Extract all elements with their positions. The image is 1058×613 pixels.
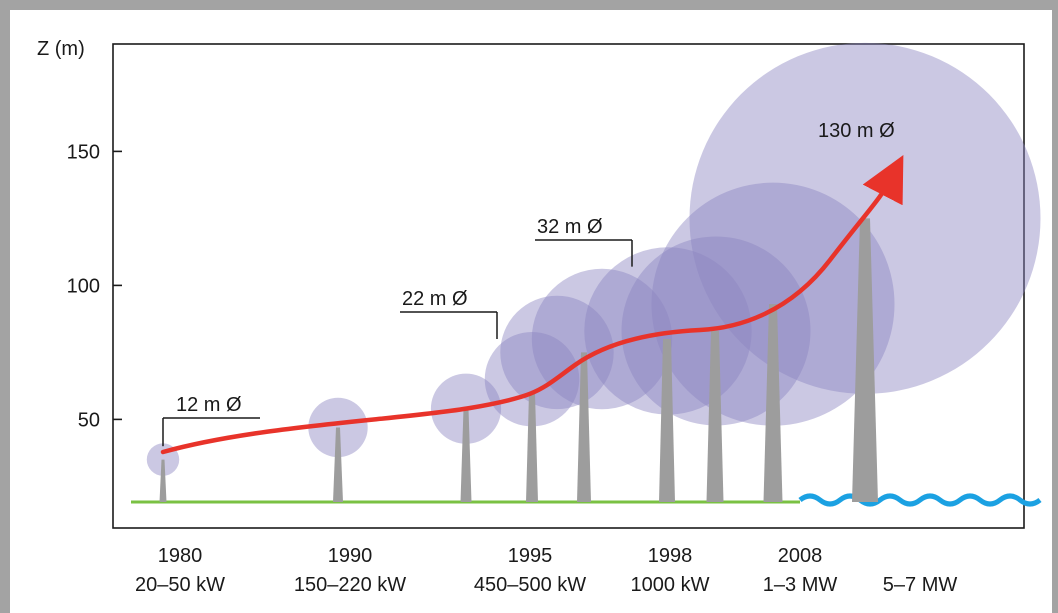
y-tick-label: 50 [78,409,100,431]
annotation-label: 22 m Ø [402,288,468,310]
annotation-label: 32 m Ø [537,216,603,238]
y-axis-label: Z (m) [37,38,85,60]
x-tick-power: 1000 kW [631,574,710,596]
x-tick-power: 450–500 kW [474,574,586,596]
y-tick-label: 100 [67,275,100,297]
x-tick-year: 1995 [508,545,553,567]
x-tick-year: 1980 [158,545,203,567]
y-tick-label: 150 [67,141,100,163]
rotor-circles [147,43,1041,476]
x-tick-year: 2008 [778,545,823,567]
x-tick-year: 1990 [328,545,373,567]
x-tick-power: 1–3 MW [763,574,838,596]
annotation-label: 12 m Ø [176,394,242,416]
plot-area: 50 100 150 12 m Ø 22 m Ø 32 m Ø 130 m Ø 1980 20–… [67,43,1041,596]
x-tick-power: 150–220 kW [294,574,406,596]
x-tick-power: 5–7 MW [883,574,958,596]
annotation-label: 130 m Ø [818,120,895,142]
x-tick-power: 20–50 kW [135,574,225,596]
sea-waves [800,496,1040,504]
x-tick-year: 1998 [648,545,693,567]
